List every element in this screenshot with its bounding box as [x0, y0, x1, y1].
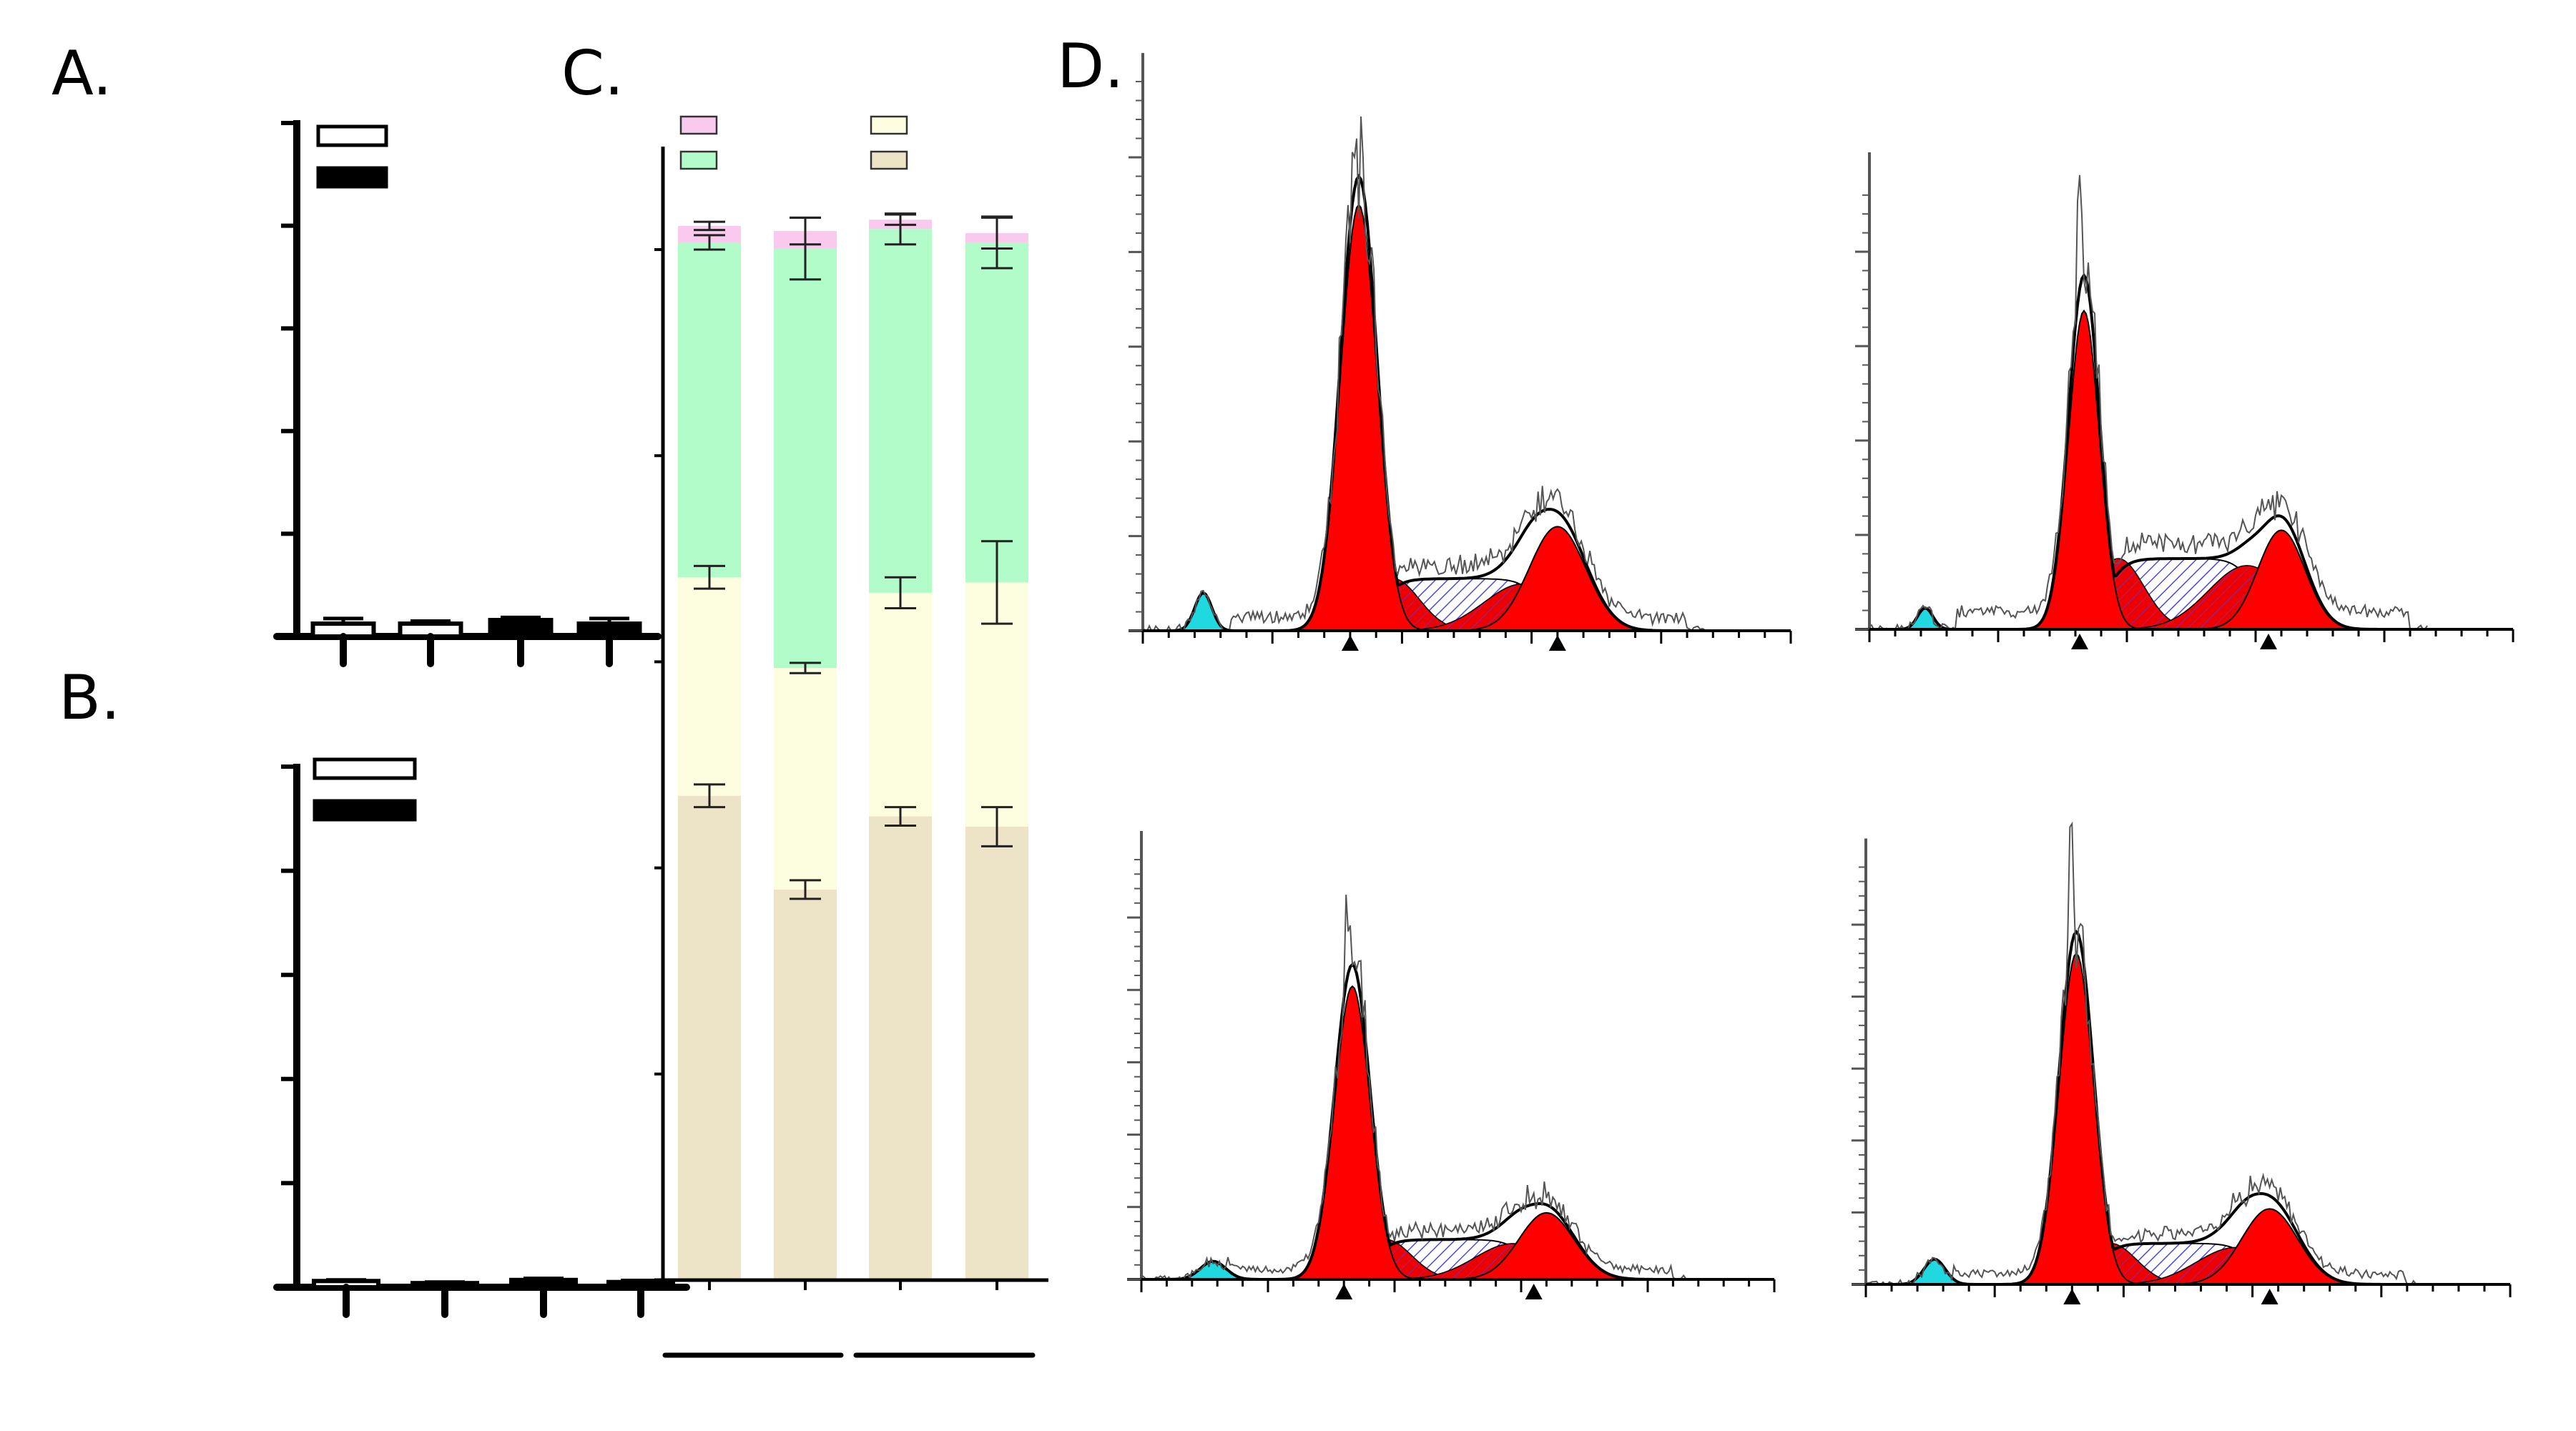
model-fit-line	[1143, 173, 1705, 632]
histogram-ko-control	[1127, 831, 1776, 1299]
bar-segment-s	[869, 229, 932, 593]
panel-label-c: C.	[561, 38, 624, 109]
bar-segment-g0g1	[678, 795, 741, 1280]
legend-swatch	[313, 757, 417, 780]
raw-data-line	[1142, 116, 1705, 632]
bar-segment-s	[965, 242, 1028, 583]
g0g1-peak	[1141, 985, 1690, 1280]
histogram-ko-2apb	[1852, 821, 2512, 1304]
bar-segment-g0g1	[869, 816, 932, 1280]
peak-marker-icon	[2063, 1289, 2081, 1304]
bar-segment-g0g1	[965, 826, 1028, 1280]
peak-marker-icon	[2260, 634, 2277, 649]
model-fit-line	[1866, 929, 2424, 1286]
g0g1-peak	[1143, 203, 1705, 631]
chart-c-cell-cycle	[654, 115, 1048, 1358]
bar-segment-g2m	[678, 577, 741, 796]
chart-b-apoptosis	[273, 757, 690, 1318]
peak-marker-icon	[2261, 1289, 2278, 1304]
bar-segment-g2m	[869, 592, 932, 817]
legend-swatch	[870, 150, 908, 170]
histogram-wt-2apb	[1855, 152, 2514, 649]
bar-segment-g2m	[774, 668, 837, 890]
bar-segment-s	[678, 242, 741, 578]
legend-swatch	[679, 115, 718, 135]
legend-swatch	[313, 799, 417, 822]
bar-segment-s	[774, 248, 837, 669]
peak-marker-icon	[1548, 635, 1566, 651]
panel-label-b: B.	[59, 662, 120, 734]
raw-data-line	[1869, 174, 2428, 631]
g0g1-peak	[1866, 952, 2424, 1285]
histogram-wt-control	[1129, 53, 1792, 651]
legend-swatch	[316, 166, 388, 189]
peak-marker-icon	[1525, 1284, 1543, 1299]
peak-marker-icon	[1341, 635, 1359, 651]
raw-data-line	[1141, 895, 1690, 1281]
model-fit-line	[1141, 962, 1690, 1281]
bar-segment-g0g1	[774, 889, 837, 1280]
peak-marker-icon	[1335, 1284, 1353, 1299]
panel-label-a: A.	[51, 38, 112, 109]
chart-a-ldh	[273, 120, 662, 667]
panel-label-d: D.	[1057, 31, 1124, 102]
peak-marker-icon	[2071, 634, 2088, 649]
legend-swatch	[679, 150, 718, 170]
legend-swatch	[870, 115, 908, 135]
raw-data-line	[1865, 821, 2424, 1286]
legend-swatch	[316, 124, 388, 147]
